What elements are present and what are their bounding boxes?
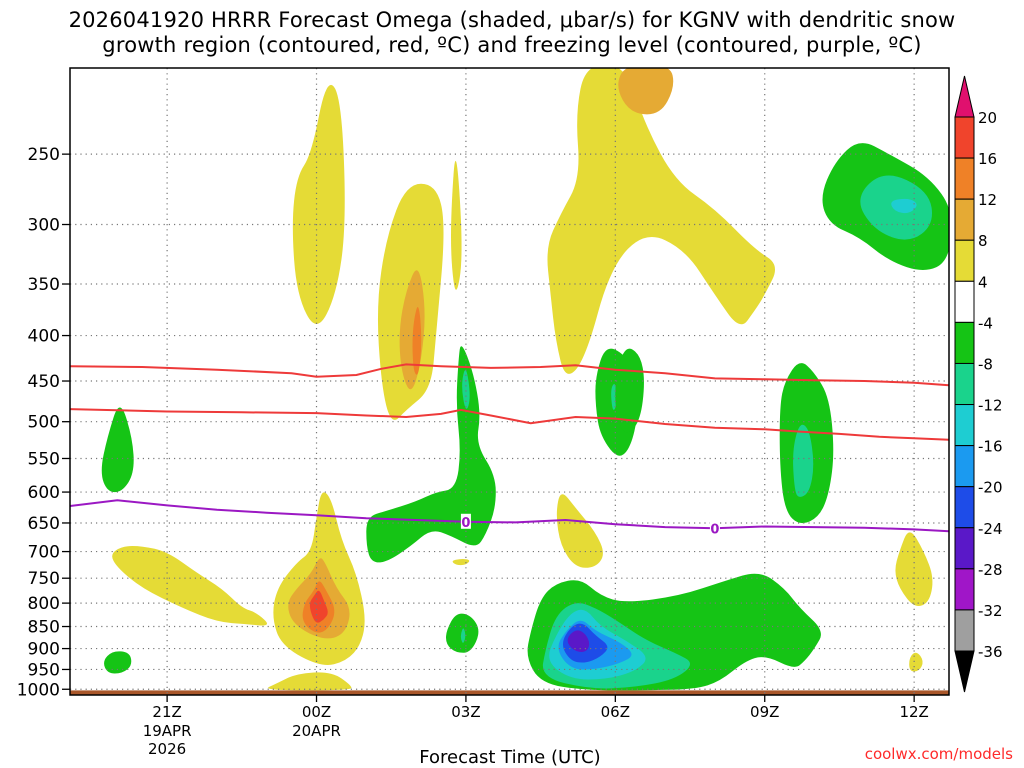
omega-region <box>462 370 470 409</box>
x-tick-label: 09Z <box>750 703 779 721</box>
dendritic-growth-contour <box>70 363 949 387</box>
x-tick-date: 20APR <box>292 722 341 740</box>
y-tick-label: 250 <box>28 145 60 165</box>
omega-region <box>909 652 923 672</box>
colorbar-label: 4 <box>978 273 988 291</box>
colorbar-label: -24 <box>978 520 1003 538</box>
axis-labels-layer: 2503003504004505005506006507007508008509… <box>17 145 929 758</box>
colorbar-swatch <box>954 116 975 159</box>
omega-region <box>292 84 345 324</box>
omega-region <box>104 651 132 674</box>
colorbar-swatch <box>954 404 975 447</box>
colorbar-swatch <box>954 198 975 241</box>
freezing-level-label: 0 <box>461 516 470 531</box>
y-tick-label: 450 <box>28 372 60 392</box>
y-tick-label: 500 <box>28 413 60 433</box>
colorbar-swatch <box>954 527 975 570</box>
omega-region <box>567 630 590 652</box>
y-tick-label: 300 <box>28 216 60 236</box>
colorbar-swatch <box>954 362 975 406</box>
colorbar-label: -8 <box>978 355 993 373</box>
omega-region <box>895 532 933 606</box>
y-tick-label: 650 <box>28 514 60 534</box>
colorbar-label: -20 <box>978 479 1003 497</box>
colorbar-swatch <box>954 486 975 529</box>
freezing-level-contour <box>70 499 949 533</box>
y-tick-label: 350 <box>28 275 60 295</box>
omega-region <box>891 198 917 214</box>
colorbar-swatch <box>954 321 975 364</box>
colorbar-swatch <box>954 568 975 611</box>
freezing-level-label-bg <box>460 513 471 529</box>
colorbar-swatch <box>954 157 975 200</box>
chart-title-line-1: 2026041920 HRRR Forecast Omega (shaded, … <box>68 8 956 32</box>
credit-text[interactable]: coolwx.com/models <box>865 745 1013 763</box>
colorbar-label: -12 <box>978 397 1003 415</box>
omega-region <box>412 307 422 375</box>
y-tick-label: 800 <box>28 594 60 614</box>
x-tick-label: 03Z <box>451 703 480 721</box>
y-tick-label: 700 <box>28 543 60 563</box>
x-tick-label: 00Z <box>302 703 331 721</box>
omega-region <box>101 407 134 493</box>
colorbar-label: -32 <box>978 602 1003 620</box>
colorbar-top-arrow <box>954 75 975 118</box>
ground-surface <box>70 690 949 695</box>
y-tick-label: 550 <box>28 449 60 469</box>
colorbar-label: 20 <box>978 109 997 127</box>
y-tick-label: 850 <box>28 618 60 638</box>
x-tick-label: 21Z <box>152 703 181 721</box>
colorbar-swatch <box>954 239 975 282</box>
omega-region <box>112 546 268 626</box>
colorbar-label: -4 <box>978 314 993 332</box>
colorbar-label: -36 <box>978 643 1003 661</box>
omega-region <box>556 494 603 568</box>
omega-region <box>793 424 814 497</box>
y-tick-label: 900 <box>28 640 60 660</box>
freezing-level-label: 0 <box>710 522 719 537</box>
freezing-level-label-bg <box>709 520 720 536</box>
dendritic-growth-contour <box>70 408 949 441</box>
colorbar-swatch <box>954 280 975 323</box>
x-tick-label: 12Z <box>899 703 928 721</box>
colorbar-swatch <box>954 609 975 652</box>
x-tick-label: 06Z <box>601 703 630 721</box>
omega-region <box>309 590 328 623</box>
y-tick-label: 600 <box>28 483 60 503</box>
x-tick-year: 2026 <box>148 740 186 758</box>
chart-title-line-2: growth region (contoured, red, ºC) and f… <box>102 33 922 57</box>
x-tick-date: 19APR <box>143 722 192 740</box>
colorbar-swatch <box>954 445 975 488</box>
omega-region <box>268 672 352 691</box>
colorbar-bottom-arrow <box>954 650 975 693</box>
y-tick-label: 400 <box>28 327 60 347</box>
colorbar-label: -28 <box>978 561 1003 579</box>
y-tick-label: 1000 <box>17 680 60 700</box>
omega-region <box>618 68 674 115</box>
colorbar: 20 16 12 8 4 -4 -8 -12 -16 -20 -24 -28 -32 -36 <box>954 75 1003 693</box>
x-axis-title: Forecast Time (UTC) <box>419 747 600 768</box>
y-tick-label: 750 <box>28 569 60 589</box>
grid-layer <box>70 68 949 695</box>
omega-region <box>366 346 496 563</box>
colorbar-label: -16 <box>978 438 1003 456</box>
omega-region <box>547 68 776 374</box>
colorbar-label: 12 <box>978 191 997 209</box>
omega-region <box>452 559 470 566</box>
colorbar-label: 16 <box>978 150 997 168</box>
omega-shading-layer <box>70 68 949 695</box>
omega-region <box>451 160 462 290</box>
omega-region <box>460 628 466 643</box>
colorbar-label: 8 <box>978 232 988 250</box>
y-tick-label: 950 <box>28 660 60 680</box>
